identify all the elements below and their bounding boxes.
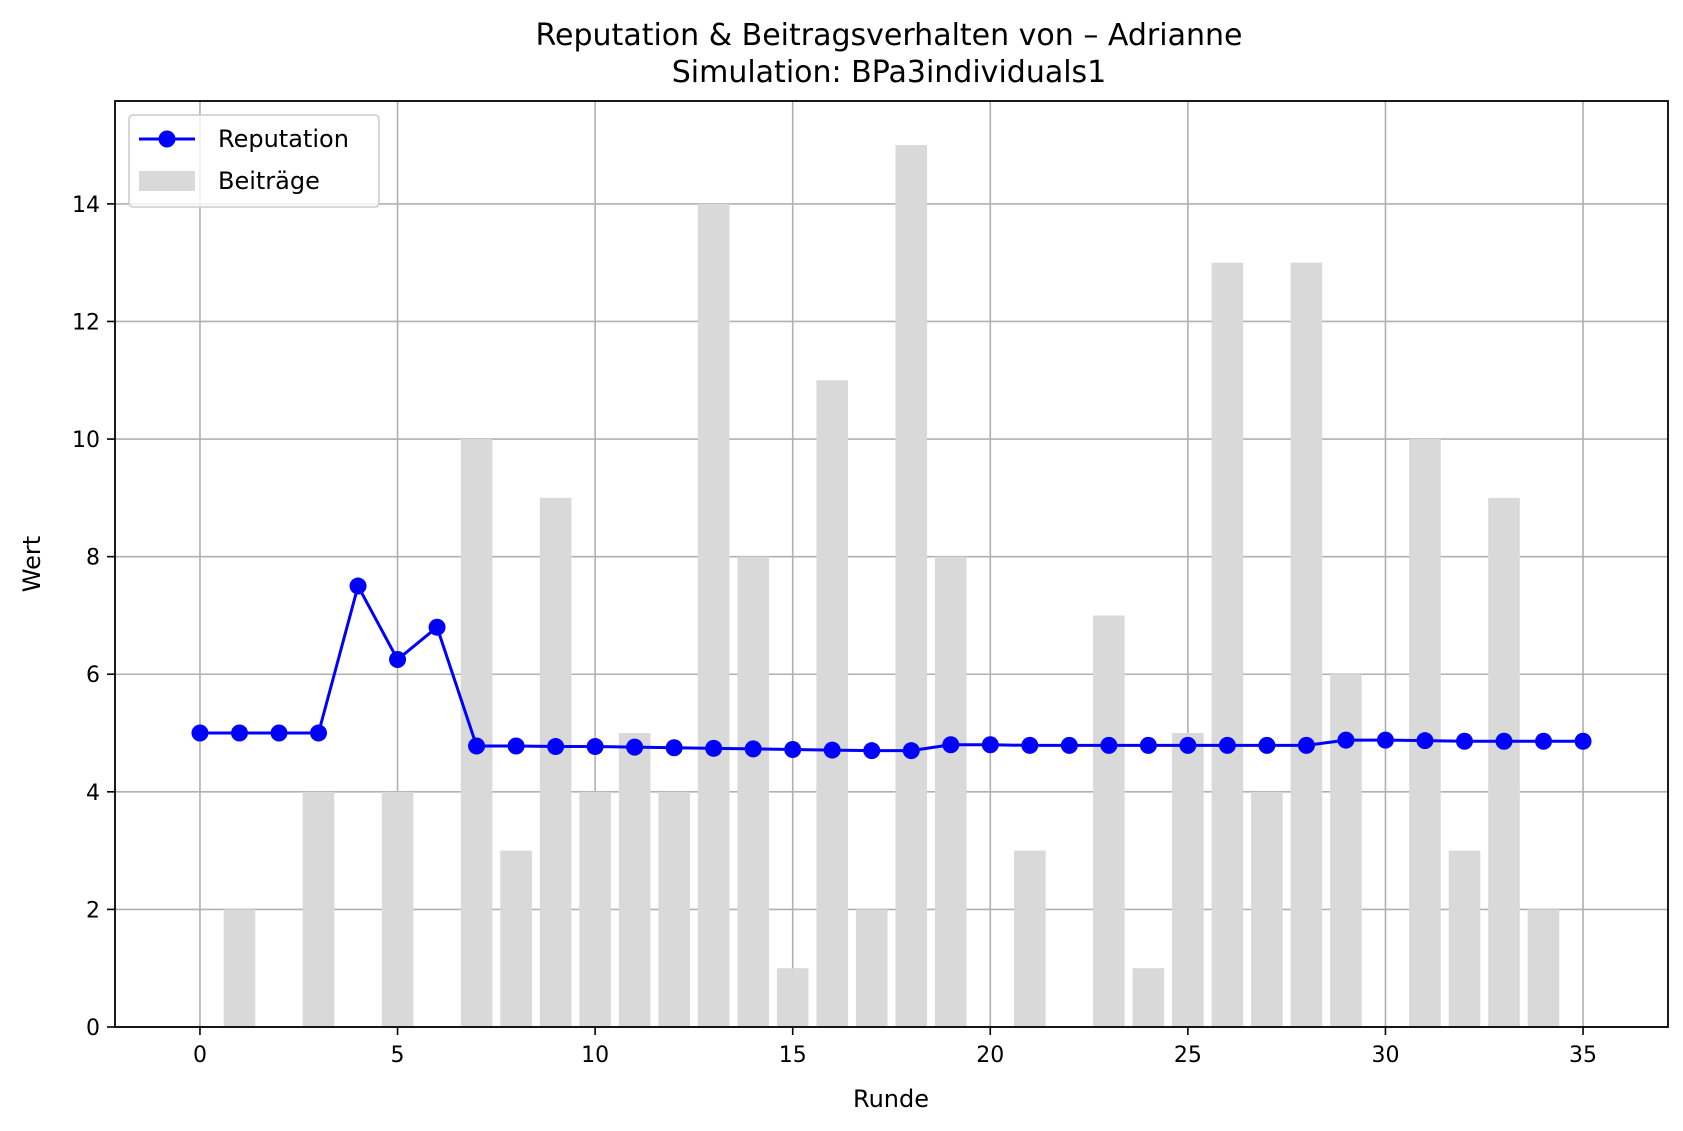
reputation-point <box>270 724 288 742</box>
bar-beitraege <box>1527 909 1560 1027</box>
bar-beitraege <box>1132 968 1165 1027</box>
bar-beitraege <box>500 850 532 1027</box>
x-tick-label: 20 <box>976 1043 1004 1068</box>
y-tick-label: 0 <box>86 1016 100 1041</box>
reputation-point <box>1100 736 1118 754</box>
bar-beitraege <box>460 439 493 1028</box>
x-tick-label: 10 <box>581 1043 609 1068</box>
reputation-point <box>1574 732 1592 750</box>
reputation-point <box>1416 732 1434 750</box>
bar-beitraege <box>539 497 572 1027</box>
plot-frame <box>114 100 1669 1028</box>
reputation-point <box>942 736 960 754</box>
bar-beitraege <box>381 791 414 1027</box>
legend-reputation-label: Reputation <box>218 125 349 153</box>
x-axis-label: Runde <box>853 1085 929 1113</box>
bar-beitraege <box>223 909 256 1027</box>
y-tick-label: 4 <box>86 781 100 806</box>
x-tick-label: 0 <box>193 1043 207 1068</box>
reputation-point <box>1021 736 1039 754</box>
reputation-point <box>428 618 446 636</box>
reputation-point <box>744 740 762 758</box>
bar-beitraege <box>1448 850 1481 1027</box>
reputation-point <box>389 651 407 669</box>
x-tick-label: 5 <box>391 1043 405 1068</box>
legend-beitraege-label: Beiträge <box>218 167 320 195</box>
reputation-point <box>705 739 723 757</box>
bar-beitraege <box>658 791 690 1027</box>
reputation-point <box>665 739 683 757</box>
reputation-point <box>1179 736 1197 754</box>
y-tick-label: 14 <box>72 193 100 218</box>
bar-beitraege <box>618 733 651 1027</box>
reputation-point <box>1139 736 1157 754</box>
reputation-point <box>468 737 486 755</box>
reputation-point <box>1376 731 1394 749</box>
reputation-point <box>902 742 920 760</box>
chart-subtitle: Simulation: BPa3individuals1 <box>672 55 1107 90</box>
reputation-point <box>310 724 328 742</box>
bar-beitraege <box>1330 674 1362 1027</box>
y-tick-label: 6 <box>86 663 100 688</box>
reputation-point <box>349 577 367 595</box>
reputation-point <box>1495 732 1513 750</box>
reputation-point <box>784 740 802 758</box>
y-axis-ticks: 0 2 4 6 8 10 12 14 <box>72 193 115 1041</box>
bar-beitraege <box>1172 733 1204 1027</box>
bar-series <box>223 145 1560 1028</box>
chart-title: Reputation & Beitragsverhalten von – Adr… <box>536 18 1243 53</box>
reputation-point <box>1258 736 1276 754</box>
legend-reputation-marker <box>158 130 176 148</box>
x-tick-label: 25 <box>1174 1043 1202 1068</box>
bar-beitraege <box>855 909 888 1027</box>
y-tick-label: 10 <box>72 428 100 453</box>
reputation-point <box>981 736 999 754</box>
reputation-point <box>1455 732 1473 750</box>
x-tick-label: 35 <box>1569 1043 1597 1068</box>
reputation-point <box>586 738 604 756</box>
reputation-point <box>507 737 525 755</box>
bar-beitraege <box>816 380 849 1027</box>
bar-beitraege <box>737 556 769 1027</box>
bar-beitraege <box>1488 497 1520 1027</box>
y-tick-label: 2 <box>86 898 100 923</box>
reputation-point <box>863 742 881 760</box>
reputation-point <box>1297 736 1315 754</box>
reputation-point <box>1218 736 1236 754</box>
reputation-point <box>191 724 209 742</box>
bar-beitraege <box>895 145 928 1028</box>
y-axis-label: Wert <box>18 536 46 592</box>
bar-beitraege <box>1093 615 1125 1027</box>
x-tick-label: 15 <box>779 1043 807 1068</box>
bar-beitraege <box>302 791 335 1027</box>
legend: Reputation Beiträge <box>128 114 380 208</box>
y-tick-label: 12 <box>72 310 100 335</box>
reputation-point <box>230 724 248 742</box>
bar-beitraege <box>1014 850 1046 1027</box>
legend-beitraege-swatch <box>139 171 195 191</box>
line-series <box>191 577 1592 760</box>
y-tick-label: 8 <box>86 546 100 571</box>
reputation-point <box>1337 731 1355 749</box>
bar-beitraege <box>776 968 809 1027</box>
reputation-line <box>199 582 1584 753</box>
bar-beitraege <box>697 203 730 1027</box>
reputation-point <box>823 741 841 759</box>
bar-beitraege <box>934 556 967 1027</box>
reputation-point <box>547 738 565 756</box>
reputation-point <box>1060 736 1078 754</box>
reputation-point <box>626 738 644 756</box>
bar-beitraege <box>1251 791 1283 1027</box>
bar-beitraege <box>1211 262 1244 1028</box>
reputation-point <box>1535 732 1553 750</box>
x-axis-ticks: 0 5 10 15 20 25 30 35 <box>193 1027 1597 1068</box>
bar-beitraege <box>579 791 611 1027</box>
bar-beitraege <box>1290 262 1323 1028</box>
x-tick-label: 30 <box>1371 1043 1399 1068</box>
